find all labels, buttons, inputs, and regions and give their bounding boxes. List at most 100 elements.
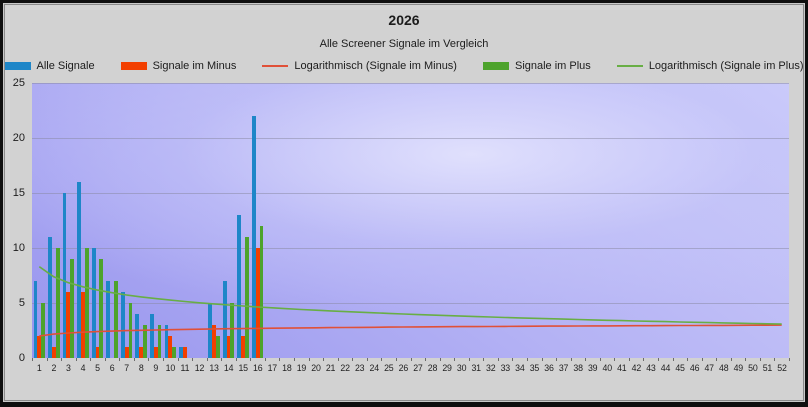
x-axis-label-11: 11 (180, 363, 190, 373)
gridline-5 (32, 302, 789, 304)
x-axis-label-8: 8 (138, 363, 144, 373)
x-axis-label-25: 25 (384, 363, 394, 373)
x-tick (614, 358, 616, 361)
chart-title: 2026 (388, 12, 420, 28)
x-axis-label-19: 19 (296, 363, 307, 373)
legend-swatch-alle-signale (4, 62, 31, 70)
x-axis-ticks (32, 358, 790, 361)
x-axis-label-18: 18 (282, 363, 292, 373)
x-tick (526, 358, 528, 361)
x-tick (61, 358, 63, 361)
x-axis-label-35: 35 (529, 363, 540, 373)
x-axis-label-50: 50 (748, 363, 758, 373)
x-axis-label-20: 20 (311, 363, 321, 373)
x-tick (163, 358, 165, 361)
x-tick (745, 358, 747, 361)
x-tick (483, 358, 485, 361)
x-tick (206, 358, 208, 361)
y-axis-label-10: 10 (12, 242, 25, 254)
x-tick (352, 358, 354, 361)
x-tick (789, 358, 790, 361)
x-tick (541, 358, 543, 361)
x-axis-label-38: 38 (573, 363, 583, 373)
x-axis-label-5: 5 (95, 363, 100, 373)
x-tick (425, 358, 427, 361)
x-tick (774, 358, 776, 361)
x-tick (381, 358, 383, 361)
x-tick (556, 358, 558, 361)
x-axis-label-30: 30 (456, 363, 467, 373)
x-axis-label-23: 23 (354, 363, 365, 373)
legend-label: Logarithmisch (Signale im Minus) (294, 60, 457, 72)
y-axis-label-25: 25 (12, 77, 25, 89)
legend-swatch-signale-im-minus (120, 62, 147, 70)
y-axis-label-20: 20 (12, 132, 25, 144)
x-axis-label-9: 9 (153, 363, 159, 373)
gridline-15 (32, 192, 789, 194)
legend-item-logarithmisch-signale-im-plus: Logarithmisch (Signale im Plus) (616, 60, 803, 72)
legend-item-signale-im-plus: Signale im Plus (482, 60, 591, 72)
x-tick (323, 358, 325, 361)
y-axis-label-5: 5 (18, 297, 25, 309)
x-tick (250, 358, 252, 361)
x-tick (133, 358, 135, 361)
x-tick (643, 358, 645, 361)
x-tick (221, 358, 223, 361)
x-axis-label-17: 17 (267, 363, 278, 373)
legend-swatch-logarithmisch-signale-im-minus (262, 65, 289, 67)
x-tick (585, 358, 587, 361)
chart-subtitle: Alle Screener Signale im Vergleich (319, 38, 489, 50)
x-axis-label-12: 12 (194, 363, 205, 373)
x-tick (148, 358, 150, 361)
x-axis-label-4: 4 (80, 363, 86, 373)
y-axis-label-0: 0 (18, 352, 25, 364)
x-axis-label-32: 32 (486, 363, 496, 373)
x-axis-label-29: 29 (442, 363, 452, 373)
legend-item-alle-signale: Alle Signale (4, 60, 95, 72)
x-tick (264, 358, 266, 361)
x-axis-label-13: 13 (209, 363, 219, 373)
x-axis-label-15: 15 (238, 363, 248, 373)
gridline-20 (32, 137, 789, 139)
x-tick (366, 358, 368, 361)
x-tick (628, 358, 630, 361)
gridline-25 (32, 82, 789, 84)
x-axis-label-36: 36 (544, 363, 554, 373)
x-tick (701, 358, 703, 361)
x-tick (279, 358, 281, 361)
x-tick (497, 358, 499, 361)
x-tick (119, 358, 121, 361)
x-tick (104, 358, 106, 361)
x-axis-label-47: 47 (704, 363, 714, 373)
trendlines-svg (38, 266, 782, 337)
x-axis-label-42: 42 (631, 363, 642, 373)
x-axis-label-24: 24 (369, 363, 380, 373)
x-axis-label-34: 34 (515, 363, 525, 373)
x-axis-labels: 1 2 3 4 5 6 7 8 9 10 11 12 13 14 15 16 17 18 19 20 21 22 23 24 2… (32, 363, 789, 374)
x-tick (75, 358, 77, 361)
x-axis-label-27: 27 (413, 363, 423, 373)
x-axis-label-52: 52 (777, 363, 787, 373)
x-axis-label-44: 44 (660, 363, 671, 373)
x-axis-label-39: 39 (587, 363, 598, 373)
x-axis-label-45: 45 (675, 363, 685, 373)
plot-area (32, 82, 789, 358)
x-tick (439, 358, 441, 361)
x-axis-label-41: 41 (617, 363, 627, 373)
x-tick (468, 358, 470, 361)
legend-swatch-signale-im-plus (482, 62, 509, 70)
x-tick (599, 358, 601, 361)
legend-label: Alle Signale (36, 60, 95, 72)
x-tick (90, 358, 92, 361)
x-tick (235, 358, 237, 361)
x-axis-label-28: 28 (427, 363, 438, 373)
x-axis-label-26: 26 (398, 363, 409, 373)
x-tick (395, 358, 397, 361)
x-axis-label-14: 14 (223, 363, 234, 373)
x-axis-label-37: 37 (558, 363, 569, 373)
x-tick (177, 358, 179, 361)
legend-item-logarithmisch-signale-im-minus: Logarithmisch (Signale im Minus) (262, 60, 457, 72)
x-tick (570, 358, 572, 361)
x-axis-label-46: 46 (689, 363, 700, 373)
